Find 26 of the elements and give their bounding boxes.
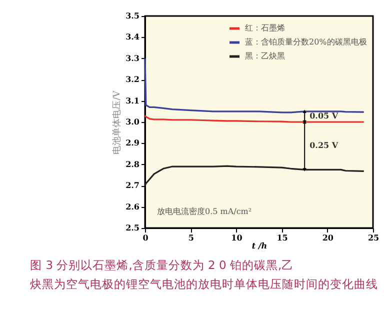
y-tick-label: 3.0 [126, 116, 140, 126]
y-tick-label: 2.9 [126, 138, 140, 148]
x-tick-label: 25 [368, 232, 380, 242]
y-tick-label: 2.5 [126, 222, 140, 232]
legend-label: 蓝：含铂质量分数20%的碳黑电极 [245, 38, 367, 46]
x-tick-label: 15 [276, 232, 288, 242]
annotation: 放电电流密度0.5 mA/cm² [157, 207, 252, 216]
x-tick-label: 0 [142, 232, 149, 242]
y-tick-label: 2.7 [126, 180, 140, 190]
y-tick-label: 3.5 [126, 10, 140, 20]
y-tick-label: 2.6 [126, 201, 140, 212]
x-tick-label: 20 [322, 232, 334, 242]
annotation: 0.25 V [310, 140, 339, 150]
y-tick-label: 3.3 [126, 52, 140, 63]
y-tick-label: 2.8 [126, 158, 140, 169]
y-tick-label: 3.4 [126, 32, 140, 42]
legend-label: 红：石墨烯 [245, 24, 285, 32]
y-axis-title: 电池单体电压/V [112, 90, 123, 154]
x-tick-label: 10 [231, 232, 243, 242]
annotation: 0.05 V [310, 110, 339, 121]
legend-label: 黑：乙炔黑 [245, 52, 285, 60]
x-tick-label: 5 [188, 232, 194, 242]
x-axis-title: t /h [252, 240, 268, 250]
y-tick-label: 3.1 [126, 95, 140, 106]
text: 图 3 分别以石墨烯,含质量分数为 2 0 铂的碳黑,乙炔黑为空气电极的锂空气电池的放电时单体电压随时间的变化曲线 [30, 258, 378, 291]
y-tick-label: 3.2 [126, 74, 140, 84]
